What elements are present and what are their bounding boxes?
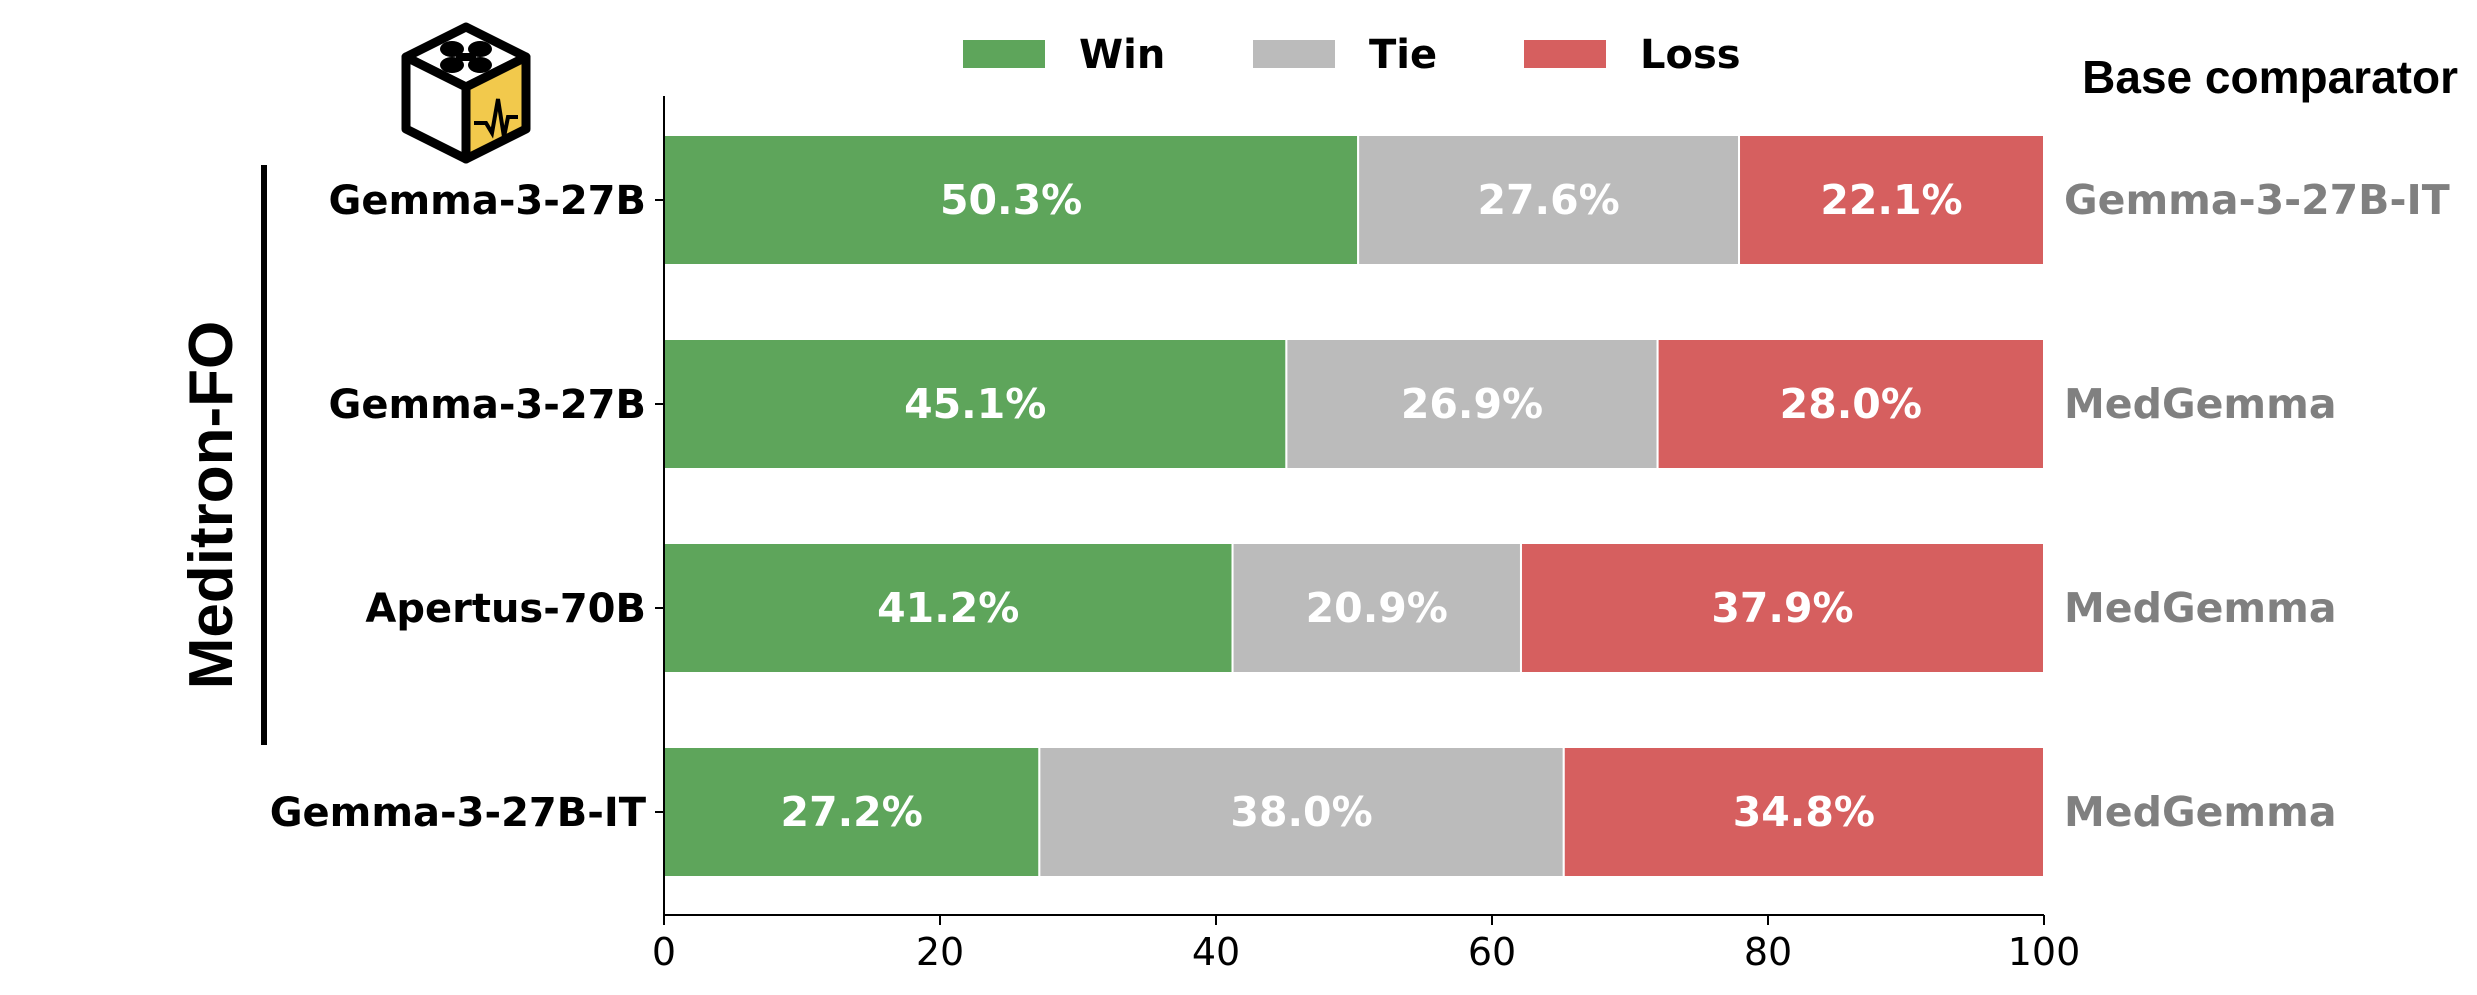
bar-loss-row-3 (1519, 542, 2045, 674)
x-tick-label: 100 (2008, 930, 2081, 974)
bar-tie-row-4 (1038, 746, 1565, 878)
bar-value-label: 27.6% (1477, 176, 1619, 224)
x-tick-label: 40 (1192, 930, 1240, 974)
meditron-dice-logo-icon (401, 22, 531, 164)
category-label: Apertus-70B (365, 586, 646, 632)
group-label: Meditron-FO (177, 321, 246, 690)
legend-swatch-loss (1524, 40, 1606, 68)
legend-label-win: Win (1079, 32, 1165, 78)
x-tick-label: 20 (916, 930, 964, 974)
bar-value-label: 38.0% (1230, 788, 1372, 836)
category-label: Gemma-3-27B (329, 382, 647, 428)
comparator-header: Base comparator (2082, 51, 2458, 103)
bar-value-label: 34.8% (1733, 788, 1875, 836)
bar-loss-row-2 (1656, 338, 2045, 470)
comparator-label: MedGemma (2064, 380, 2337, 428)
comparator-label: Gemma-3-27B-IT (2064, 176, 2450, 224)
x-tick-label: 0 (652, 930, 676, 974)
comparator-label: MedGemma (2064, 788, 2337, 836)
category-label: Gemma-3-27B-IT (270, 790, 647, 836)
bar-loss-row-1 (1738, 134, 2046, 266)
x-tick-label: 60 (1468, 930, 1516, 974)
bar-value-label: 20.9% (1306, 584, 1448, 632)
x-tick-label: 80 (1744, 930, 1792, 974)
bar-value-label: 27.2% (781, 788, 923, 836)
bars: 50.3% 27.6% 22.1% 45.1% 26.9% 28.0% 41.2% 20.9%… (663, 134, 2046, 878)
legend-swatch-win (963, 40, 1045, 68)
comparator-labels: Gemma-3-27B-IT MedGemma MedGemma MedGemma (2064, 176, 2450, 836)
bar-value-label: 50.3% (940, 176, 1082, 224)
legend-swatch-tie (1253, 40, 1335, 68)
axes: 0 20 40 60 80 100 (652, 96, 2080, 974)
bar-value-label: 22.1% (1820, 176, 1962, 224)
legend-label-loss: Loss (1640, 32, 1741, 78)
bar-loss-row-4 (1562, 746, 2045, 878)
bar-value-label: 37.9% (1711, 584, 1853, 632)
comparator-label: MedGemma (2064, 584, 2337, 632)
bar-tie-row-1 (1357, 134, 1741, 266)
bar-win-row-1 (663, 134, 1360, 266)
category-label: Gemma-3-27B (329, 178, 647, 224)
bar-value-label: 26.9% (1401, 380, 1543, 428)
category-labels: Gemma-3-27B Gemma-3-27B Apertus-70B Gemma-3… (270, 178, 664, 836)
bar-value-label: 41.2% (877, 584, 1019, 632)
legend-label-tie: Tie (1369, 32, 1437, 78)
bar-win-row-2 (663, 338, 1288, 470)
bar-value-label: 28.0% (1780, 380, 1922, 428)
bar-value-label: 45.1% (904, 380, 1046, 428)
bar-win-row-4 (663, 746, 1041, 878)
legend: Win Tie Loss (963, 32, 1741, 78)
